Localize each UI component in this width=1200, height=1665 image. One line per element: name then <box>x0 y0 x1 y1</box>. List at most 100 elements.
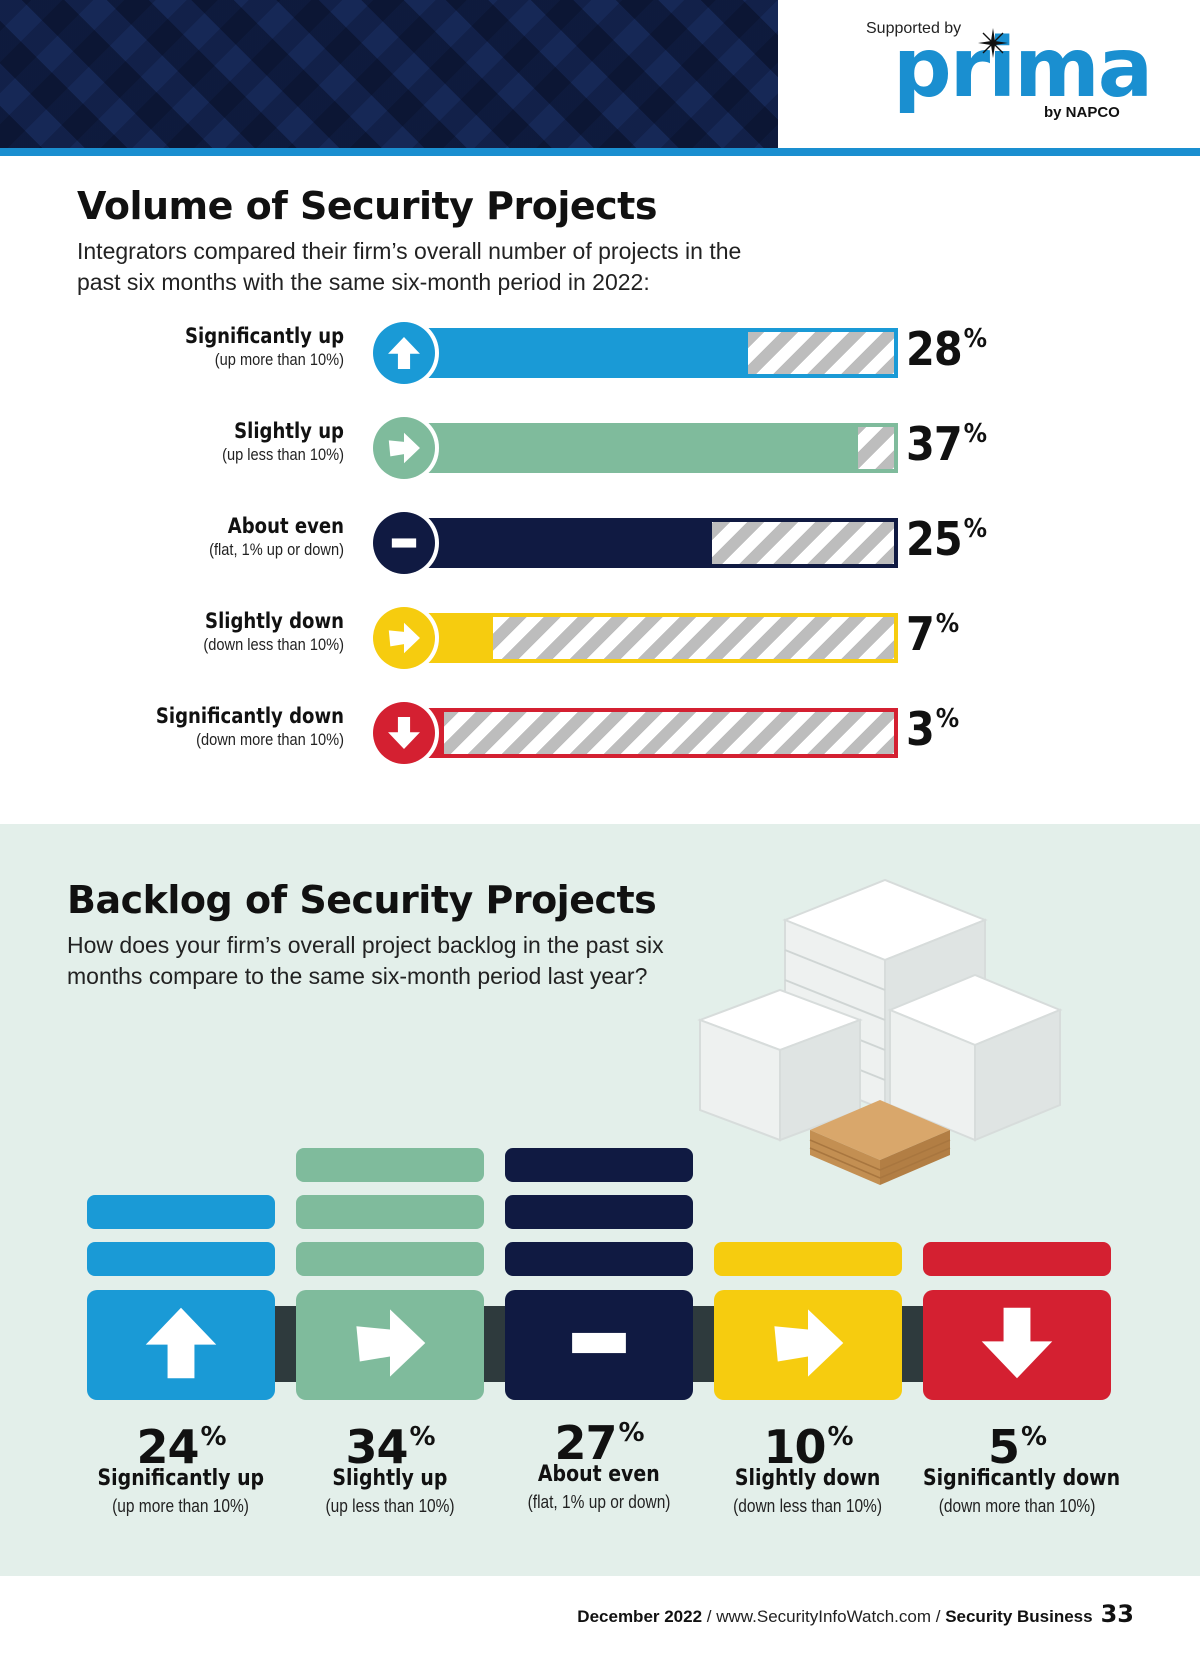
page-number: 33 <box>1100 1600 1134 1628</box>
backlog-value-label: 34% <box>280 1420 500 1474</box>
volume-category-note: (up less than 10%) <box>222 445 344 464</box>
volume-category-name: Slightly down <box>205 609 344 633</box>
backlog-category-note: (down more than 10%) <box>907 1496 1127 1517</box>
volume-category-name: Slightly up <box>234 419 344 443</box>
backlog-category-name: Slightly up <box>332 1466 448 1491</box>
volume-category-name: About even <box>227 514 344 538</box>
backlog-bar-segment <box>505 1195 693 1229</box>
backlog-value-unit: % <box>200 1422 226 1452</box>
backlog-chart-title: Backlog of Security Projects <box>67 878 657 922</box>
volume-icon-badge <box>369 318 439 388</box>
backlog-category-note-text: (up more than 10%) <box>112 1496 250 1516</box>
volume-value-label: 37% <box>906 417 987 471</box>
volume-bar-row: Significantly down (down more than 10%) 3% <box>0 698 1200 768</box>
backlog-value-unit: % <box>1020 1422 1047 1452</box>
volume-category-name: Significantly down <box>155 704 344 728</box>
volume-chart-title: Volume of Security Projects <box>77 184 657 228</box>
backlog-value-unit: % <box>827 1422 853 1452</box>
volume-bar-row: Slightly down (down less than 10%) 7% <box>0 603 1200 673</box>
volume-bar <box>408 332 748 374</box>
footer-url: www.SecurityInfoWatch.com <box>716 1607 932 1626</box>
footer-separator: / <box>931 1607 946 1626</box>
supported-by-text: Supported by <box>866 20 962 37</box>
volume-value-unit: % <box>963 324 987 354</box>
backlog-category-note: (flat, 1% up or down) <box>489 1492 709 1513</box>
backlog-bar-segment <box>505 1148 693 1182</box>
backlog-category-name: Significantly down <box>923 1466 1121 1491</box>
backlog-bar-segment <box>505 1242 693 1276</box>
backlog-icon-box <box>87 1290 275 1400</box>
volume-value-number: 28 <box>906 322 963 376</box>
volume-value-label: 28% <box>906 322 987 376</box>
backlog-value-number: 34 <box>345 1420 408 1474</box>
volume-bar-track <box>404 423 898 473</box>
volume-icon-badge <box>369 508 439 578</box>
backlog-value-label: 10% <box>698 1420 918 1474</box>
backlog-category-note-text: (flat, 1% up or down) <box>527 1492 671 1512</box>
volume-category-note: (down more than 10%) <box>196 730 344 749</box>
volume-category-note: (down less than 10%) <box>203 635 344 654</box>
volume-category-name: Significantly up <box>185 324 344 348</box>
volume-value-unit: % <box>963 514 987 544</box>
volume-value-label: 7% <box>906 607 959 661</box>
volume-value-number: 7 <box>906 607 935 661</box>
volume-value-label: 3% <box>906 702 959 756</box>
volume-icon-badge <box>369 413 439 483</box>
backlog-icon-box <box>714 1290 902 1400</box>
volume-chart-subtitle: Integrators compared their firm’s overal… <box>77 238 742 295</box>
volume-category-note: (flat, 1% up or down) <box>209 540 344 559</box>
sponsor-logo: prima <box>893 21 1153 116</box>
backlog-category-note: (up more than 10%) <box>71 1496 291 1517</box>
backlog-category-note-text: (up less than 10%) <box>325 1496 455 1516</box>
volume-value-number: 37 <box>906 417 963 471</box>
arrow-right-icon <box>766 1301 850 1390</box>
backlog-value-number: 10 <box>763 1420 826 1474</box>
backlog-value-unit: % <box>618 1418 644 1448</box>
volume-category-label: Slightly up (up less than 10%) <box>24 419 344 465</box>
footer-separator: / <box>702 1607 717 1626</box>
volume-bar <box>408 427 858 469</box>
volume-icon-badge <box>369 698 439 768</box>
arrow-up-icon <box>139 1301 223 1390</box>
backlog-category-label: Significantly down <box>907 1466 1127 1491</box>
arrow-down-icon <box>373 702 435 764</box>
volume-bar-row: Significantly up (up more than 10%) 28% <box>0 318 1200 388</box>
header-rule <box>0 148 1200 156</box>
backlog-value-label: 27% <box>489 1416 709 1470</box>
minus-icon <box>373 512 435 574</box>
backlog-icon-box <box>296 1290 484 1400</box>
volume-value-number: 3 <box>906 702 935 756</box>
backlog-chart-subtitle: How does your firm’s overall project bac… <box>67 932 664 989</box>
backlog-value-number: 27 <box>554 1416 617 1470</box>
backlog-category-label: Significantly up <box>71 1466 291 1491</box>
backlog-icon-box <box>923 1290 1111 1400</box>
volume-value-label: 25% <box>906 512 987 566</box>
backlog-bar-segment <box>714 1242 902 1276</box>
arrow-up-icon <box>373 322 435 384</box>
backlog-bar-segment <box>296 1195 484 1229</box>
volume-value-number: 25 <box>906 512 963 566</box>
volume-value-unit: % <box>935 609 959 639</box>
volume-icon-badge <box>369 603 439 673</box>
header-banner-image <box>0 0 778 148</box>
sponsor-byline: by NAPCO <box>1044 104 1120 121</box>
backlog-category-name: About even <box>538 1462 660 1487</box>
backlog-value-unit: % <box>409 1422 435 1452</box>
backlog-bar-segment <box>296 1242 484 1276</box>
volume-category-label: Significantly up (up more than 10%) <box>24 324 344 370</box>
backlog-bar-segment <box>87 1195 275 1229</box>
volume-value-unit: % <box>935 704 959 734</box>
arrow-right-icon <box>373 417 435 479</box>
footer-publication: Security Business <box>945 1607 1093 1626</box>
backlog-category-name: Significantly up <box>97 1466 265 1491</box>
volume-bar-track <box>404 518 898 568</box>
volume-category-label: Slightly down (down less than 10%) <box>24 609 344 655</box>
footer-date: December 2022 <box>577 1607 703 1626</box>
backlog-category-note-text: (down less than 10%) <box>733 1496 883 1516</box>
backlog-value-label: 24% <box>71 1420 291 1474</box>
volume-category-label: About even (flat, 1% up or down) <box>24 514 344 560</box>
backlog-value-number: 24 <box>136 1420 199 1474</box>
volume-bar <box>408 522 712 564</box>
backlog-category-name: Slightly down <box>735 1466 881 1491</box>
arrow-right-icon <box>373 607 435 669</box>
